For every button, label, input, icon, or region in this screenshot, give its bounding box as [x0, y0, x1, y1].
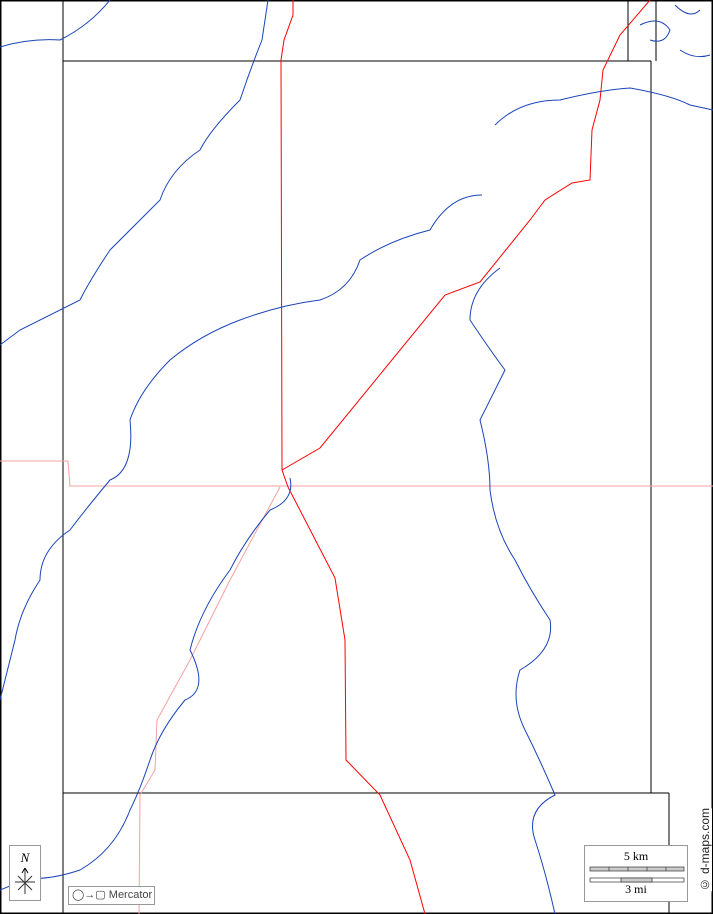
scale-mi-label: 3 mi: [625, 882, 647, 896]
projection-label: Mercator: [108, 889, 153, 901]
scale-bar: 5 km 3 mi: [584, 845, 688, 902]
scale-km-label: 5 km: [623, 849, 649, 863]
scale-bars: [589, 866, 685, 883]
credit-text: © d-maps.com: [698, 808, 712, 892]
projection-box: ◯→▢ Mercator: [68, 886, 155, 905]
minor-roads: [0, 460, 713, 914]
north-arrow: N: [9, 845, 41, 901]
county-borders: [62, 0, 670, 914]
globe-to-map-icon: ◯→▢: [72, 889, 106, 901]
compass-icon: [15, 867, 35, 894]
major-roads: [280, 0, 651, 914]
north-label: N: [20, 850, 30, 865]
